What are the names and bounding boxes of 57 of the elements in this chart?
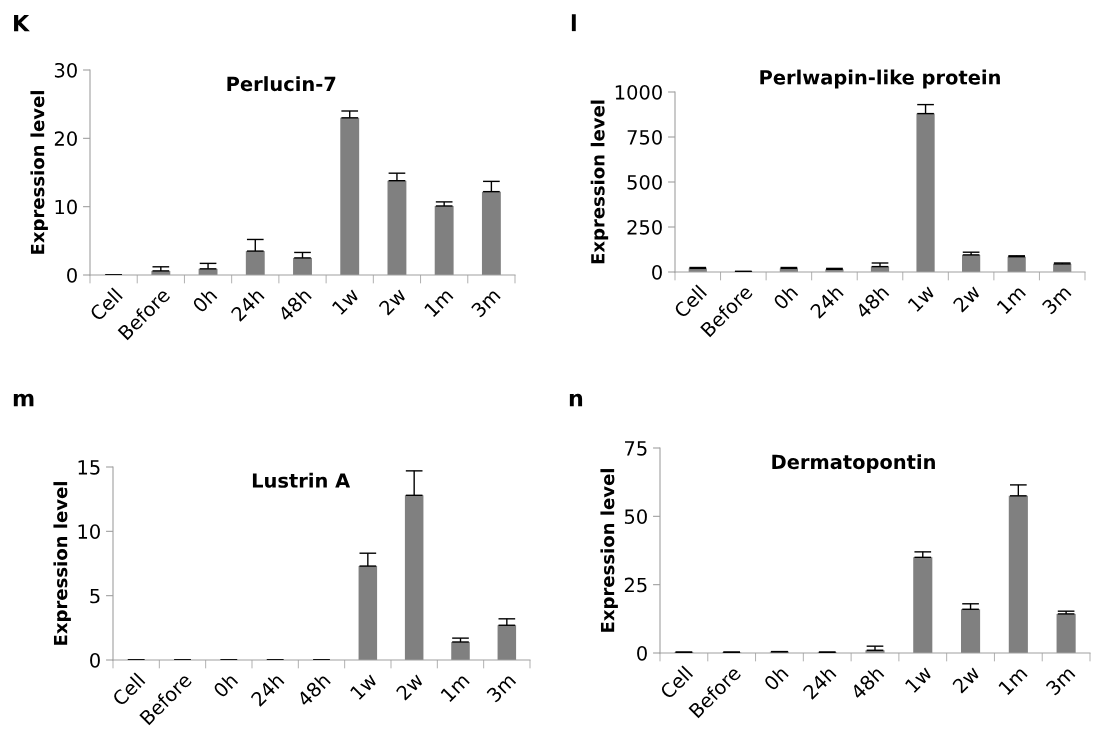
x-tick-label: 0h [772,284,799,311]
x-tick-label: 0h [191,287,218,314]
x-tick-label: 2w [378,286,407,316]
x-tick-label: 48h [854,284,890,320]
x-tick-label: 1m [998,665,1028,696]
x-tick-label: 3m [470,287,501,318]
x-tick-label: 24h [802,665,837,700]
y-tick-label: 1000 [615,84,662,100]
x-tick-label: 1w [349,672,378,701]
y-tick-label: 250 [627,219,662,235]
x-tick-label: 1w [907,284,936,313]
x-tick-label: 1m [440,672,470,703]
x-tick-label: 1m [996,284,1026,315]
x-tick-label: 24h [249,672,285,707]
y-tick-label: 0 [90,652,100,668]
x-tick-label: 24h [230,287,265,322]
x-tick-label: 3m [1045,665,1076,696]
y-tick-label: 10 [78,524,100,539]
x-tick-label: 0h [212,672,239,699]
y-tick-label: 25 [624,577,647,593]
y-tick-label: 0 [652,264,662,280]
text: n [569,393,583,407]
x-tick-label: 1w [904,665,933,694]
y-tick-label: 750 [627,129,662,145]
x-tick-label: 48h [849,665,885,701]
x-tick-label: 2w [951,664,981,694]
x-tick-label: 48h [295,672,331,708]
x-tick-label: 24h [809,284,844,319]
y-tick-label: 5 [90,588,100,604]
y-axis-title: Expression level [53,482,71,645]
x-tick-label: 3m [485,672,517,703]
y-tick-label: 0 [637,645,647,661]
x-tick-label: 2w [952,283,981,313]
chart-title: Dermatopontin [772,454,935,473]
y-tick-label: 50 [624,509,647,524]
x-tick-label: 3m [1041,284,1072,315]
x-tick-label: 1m [423,287,454,318]
text: l [571,14,576,32]
y-tick-label: 20 [54,131,77,146]
x-tick-label: 1w [331,287,360,316]
x-tick-label: 48h [276,287,312,323]
chart-title: Lustrin A [252,472,351,488]
x-tick-label: 2w [395,671,425,701]
y-tick-label: 15 [78,460,100,475]
chart-title: Perlucin-7 [227,76,336,92]
chart-title: Perlwapin-like protein [760,69,1000,89]
y-tick-label: 0 [67,267,77,283]
text: K [14,14,30,32]
y-tick-label: 500 [627,174,662,190]
y-tick-label: 30 [54,62,77,78]
y-axis-title: Expression level [590,100,609,264]
y-axis-title: Expression level [600,469,618,632]
x-tick-label: 0h [762,665,789,692]
y-axis-title: Expression level [30,91,48,254]
y-tick-label: 10 [55,199,77,215]
text: m [13,393,34,407]
y-tick-label: 75 [625,441,647,456]
